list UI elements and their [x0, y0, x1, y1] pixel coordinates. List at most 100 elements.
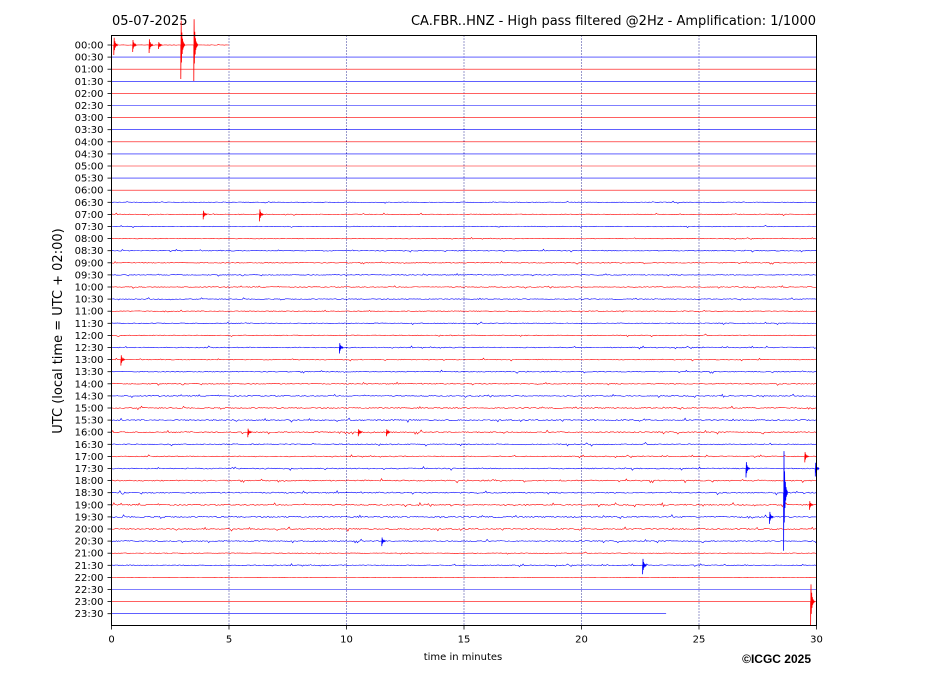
event-spike — [386, 429, 391, 437]
trace-row-1430 — [111, 393, 817, 399]
trace-row-2000 — [111, 526, 817, 532]
trace-row-1200 — [111, 333, 817, 338]
seismic-events — [113, 19, 820, 626]
event-spike — [120, 355, 126, 366]
trace-row-0630 — [111, 200, 817, 204]
y-tick-label: 03:30 — [75, 125, 104, 136]
event-spike — [814, 462, 820, 477]
y-tick-label: 21:30 — [75, 561, 104, 572]
event-spike — [804, 452, 809, 463]
trace-row-2200 — [111, 576, 817, 579]
y-tick-label: 02:00 — [75, 89, 104, 100]
x-tick-label: 5 — [226, 635, 232, 646]
grid-lines — [228, 35, 700, 626]
y-tick-label: 22:30 — [75, 585, 104, 596]
y-tick-label: 13:30 — [75, 367, 104, 378]
y-tick-label: 16:30 — [75, 440, 104, 451]
copyright-label: ©ICGC 2025 — [742, 652, 811, 666]
trace-row-2100 — [111, 551, 817, 555]
y-tick-label: 10:00 — [75, 283, 104, 294]
event-spike — [745, 462, 751, 478]
y-tick-label: 11:00 — [75, 307, 104, 318]
trace-row-1800 — [111, 478, 817, 484]
trace-row-1330 — [111, 369, 817, 374]
y-tick-label: 00:00 — [75, 41, 104, 52]
y-tick-label: 23:30 — [75, 609, 104, 620]
y-tick-label: 23:00 — [75, 597, 104, 608]
x-axis-label: time in minutes — [424, 652, 503, 663]
trace-row-1730 — [111, 465, 817, 471]
x-tick-label: 30 — [810, 635, 823, 646]
y-tick-label: 18:00 — [75, 476, 104, 487]
y-tick-label: 15:30 — [75, 416, 104, 427]
event-spike — [809, 501, 814, 510]
x-tick-label: 20 — [575, 635, 588, 646]
trace-row-1530 — [111, 417, 817, 423]
event-spike — [180, 20, 186, 80]
y-tick-label: 08:30 — [75, 246, 104, 257]
trace-row-0930 — [111, 273, 817, 277]
event-spike — [193, 19, 198, 82]
trace-row-1000 — [111, 285, 817, 289]
y-axis-label: UTC (local time = UTC + 02:00) — [51, 228, 66, 433]
event-spike — [381, 537, 386, 547]
trace-row-0830 — [111, 248, 817, 253]
y-tick-label: 17:30 — [75, 464, 104, 475]
trace-row-1030 — [111, 297, 817, 301]
event-spike — [113, 37, 119, 56]
event-spike — [202, 210, 208, 220]
y-tick-label: 14:30 — [75, 391, 104, 402]
event-spike — [783, 451, 788, 551]
trace-row-1500 — [111, 405, 817, 411]
y-tick-label: 18:30 — [75, 488, 104, 499]
event-spike — [769, 511, 774, 524]
y-tick-label: 05:00 — [75, 162, 104, 173]
y-tick-label: 05:30 — [75, 174, 104, 185]
y-tick-label: 08:00 — [75, 234, 104, 245]
y-tick-label: 07:00 — [75, 210, 104, 221]
trace-row-1600 — [111, 429, 817, 435]
seismogram-traces — [111, 44, 817, 614]
trace-row-0700 — [111, 212, 817, 216]
event-spike — [810, 584, 815, 626]
y-tick-label: 07:30 — [75, 222, 104, 233]
y-tick-label: 21:00 — [75, 549, 104, 560]
trace-row-0900 — [111, 261, 817, 265]
trace-row-1400 — [111, 381, 817, 386]
y-tick-label: 09:00 — [75, 258, 104, 269]
y-tick-label: 19:00 — [75, 500, 104, 511]
y-tick-label: 12:30 — [75, 343, 104, 354]
event-spike — [339, 343, 344, 354]
y-tick-label: 15:00 — [75, 404, 104, 415]
y-tick-label: 20:00 — [75, 525, 104, 536]
trace-row-0800 — [111, 237, 817, 240]
trace-row-1630 — [111, 441, 817, 447]
event-spike — [132, 39, 137, 53]
y-tick-label: 06:30 — [75, 198, 104, 209]
event-spike — [357, 429, 363, 437]
y-tick-label: 12:00 — [75, 331, 104, 342]
event-spike — [259, 209, 264, 222]
x-tick-label: 25 — [693, 635, 706, 646]
y-tick-label: 01:30 — [75, 77, 104, 88]
trace-row-1900 — [111, 502, 817, 508]
trace-row-2130 — [111, 563, 817, 568]
trace-row-1700 — [111, 454, 817, 459]
trace-row-1930 — [111, 514, 817, 520]
trace-row-1830 — [111, 490, 817, 496]
trace-row-1100 — [111, 309, 817, 313]
trace-row-0730 — [111, 224, 817, 228]
event-spike — [158, 42, 163, 50]
y-tick-label: 04:30 — [75, 149, 104, 160]
y-tick-label: 04:00 — [75, 137, 104, 148]
y-tick-label: 02:30 — [75, 101, 104, 112]
event-spike — [247, 428, 252, 438]
y-tick-label: 16:00 — [75, 428, 104, 439]
trace-row-1130 — [111, 321, 817, 325]
y-tick-label: 11:30 — [75, 319, 104, 330]
event-spike — [642, 558, 647, 575]
y-tick-label: 10:30 — [75, 295, 104, 306]
y-tick-label: 22:00 — [75, 573, 104, 584]
trace-row-0000 — [111, 44, 230, 46]
y-axis-ticks: 00:0000:3001:0001:3002:0002:3003:0003:30… — [75, 41, 112, 620]
